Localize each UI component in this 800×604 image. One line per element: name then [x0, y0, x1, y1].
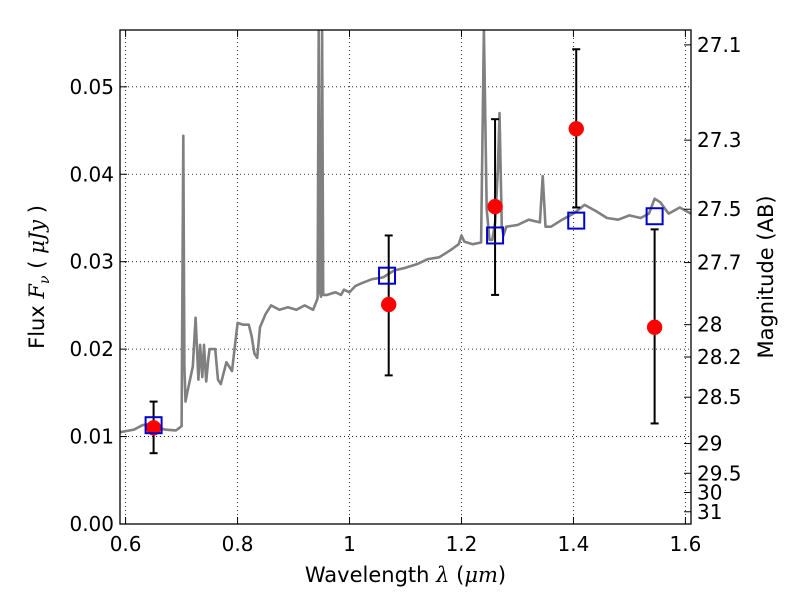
model-photometry-square	[486, 226, 505, 245]
observed-flux-point	[646, 319, 663, 336]
model-spectrum-layer	[120, 30, 691, 434]
y-tick-label: 0.01	[69, 425, 114, 449]
y2-tick-label: 28.5	[697, 385, 742, 409]
model-photometry-layer	[144, 207, 664, 435]
observed-flux-point	[380, 296, 397, 313]
y-axis-label: Flux Fν ( μJy )	[25, 205, 53, 349]
x-tick-label: 0.8	[222, 532, 254, 556]
x-tick-label: 0.6	[110, 532, 142, 556]
model-photometry-square	[567, 211, 586, 230]
x-tick-label: 1.2	[446, 532, 478, 556]
model-photometry-square	[144, 416, 163, 435]
y2-tick-label: 27.1	[697, 33, 742, 57]
y2-axis-label: Magnitude (AB)	[754, 195, 778, 358]
y2-tick-label: 31	[697, 500, 722, 524]
observed-flux-point	[487, 198, 503, 215]
y2-tick-label: 28	[697, 313, 722, 337]
y2-tick-label: 29.5	[697, 461, 742, 485]
x-tick-label: 1.6	[669, 532, 701, 556]
x-tick-label: 1	[343, 532, 356, 556]
observed-points-layer	[145, 121, 663, 436]
y2-tick-label: 27.5	[697, 197, 742, 221]
y-tick-label: 0.02	[69, 337, 114, 361]
model-spectrum-line	[120, 30, 691, 434]
y-tick-label: 0.04	[69, 162, 114, 186]
x-tick-label: 1.4	[558, 532, 590, 556]
x-axis-label: Wavelength λ (μm)	[305, 563, 506, 587]
y2-tick-label: 30	[697, 481, 722, 505]
observed-flux-point	[568, 121, 584, 137]
model-photometry-square	[378, 266, 397, 285]
y2-tick-label: 27.7	[697, 251, 742, 275]
y-tick-label: 0.00	[69, 512, 114, 536]
y-tick-label: 0.03	[69, 250, 114, 274]
y2-tick-label: 28.2	[697, 345, 742, 369]
y2-tick-label: 27.3	[697, 128, 742, 152]
y2-tick-label: 29	[697, 432, 722, 456]
ticks: 0.6 0.8 1 1.2 1.4 1.6 0.00 0.01 0.02 0.03 0.04 0.05…	[69, 30, 742, 556]
plot-frame	[119, 29, 692, 525]
y-tick-label: 0.05	[69, 75, 114, 99]
model-photometry-square	[645, 207, 664, 226]
